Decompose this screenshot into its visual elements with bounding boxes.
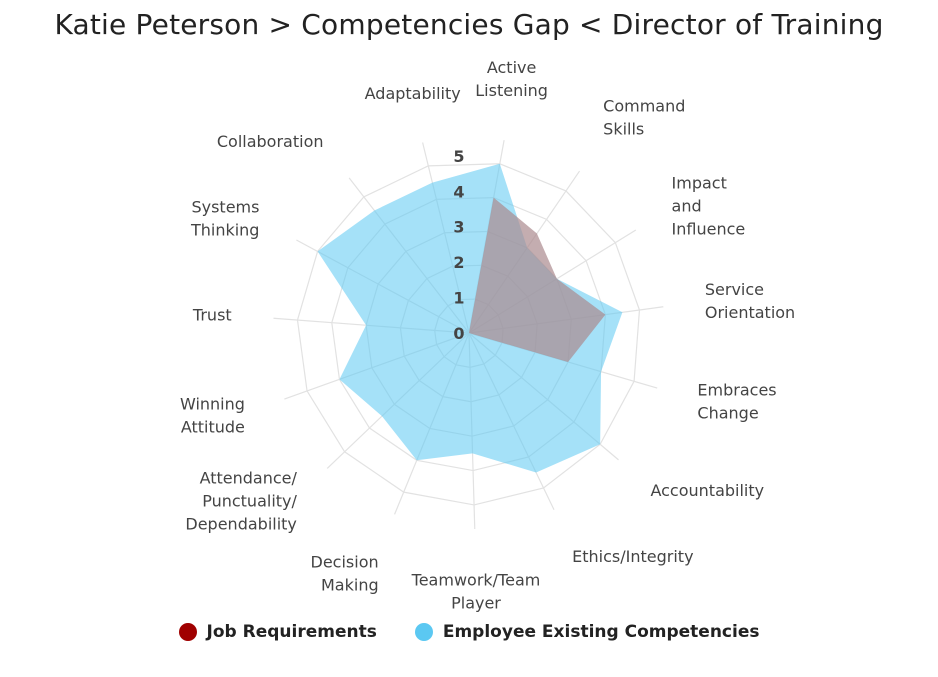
axis-label-systems-thinking: Systems Thinking (190, 197, 260, 239)
radar-tick-labels: 0 1 2 3 4 5 (453, 147, 464, 343)
legend-label-employee-competencies: Employee Existing Competencies (442, 622, 760, 642)
axis-label-decision-making: Decision Making (311, 553, 379, 595)
legend-marker-employee-competencies (414, 623, 433, 641)
tick-label-1: 1 (453, 289, 464, 308)
legend-item-job-requirements[interactable]: Job Requirements (178, 622, 377, 642)
legend: Job Requirements Employee Existing Compe… (0, 622, 938, 642)
grid-ring-5 (296, 163, 641, 506)
axis-label-trust: Trust (192, 306, 232, 325)
radar-axis-labels: Active Listening Command Skills Impact and Inf… (180, 58, 795, 612)
radar-series-areas (317, 163, 623, 473)
axis-label-ethics-integrity: Ethics/Integrity (572, 547, 693, 566)
legend-marker-job-requirements (178, 623, 197, 641)
axis-label-collaboration: Collaboration (217, 132, 324, 151)
axis-label-embraces-change: Embraces Change (697, 381, 776, 423)
legend-label-job-requirements: Job Requirements (206, 622, 377, 642)
tick-label-3: 3 (453, 218, 464, 237)
axis-label-command-skills: Command Skills (603, 96, 685, 138)
series-area-overlap (469, 197, 606, 362)
tick-label-5: 5 (453, 147, 464, 166)
legend-item-employee-competencies[interactable]: Employee Existing Competencies (414, 622, 760, 642)
tick-label-0: 0 (453, 324, 464, 343)
axis-label-active-listening: Active Listening (475, 58, 548, 100)
axis-label-impact-and-influence: Impact and Influence (672, 173, 746, 238)
axis-label-winning-attitude: Winning Attitude (180, 394, 245, 436)
tick-label-2: 2 (453, 253, 464, 272)
page-title: Katie Peterson > Competencies Gap < Dire… (54, 8, 884, 41)
series-area-job-requirements (469, 197, 606, 362)
axis-label-attendance-punctuality-dependability: Attendance/Punctuality/Dependability (185, 469, 297, 534)
axis-label-accountability: Accountability (650, 481, 764, 500)
tick-label-4: 4 (453, 182, 464, 201)
axis-label-adaptability: Adaptability (365, 84, 461, 103)
series-area-employee-competencies (317, 163, 623, 473)
axis-label-service-orientation: Service Orientation (705, 280, 795, 322)
axis-label-teamwork-team-player: Teamwork/Team Player (411, 571, 541, 613)
